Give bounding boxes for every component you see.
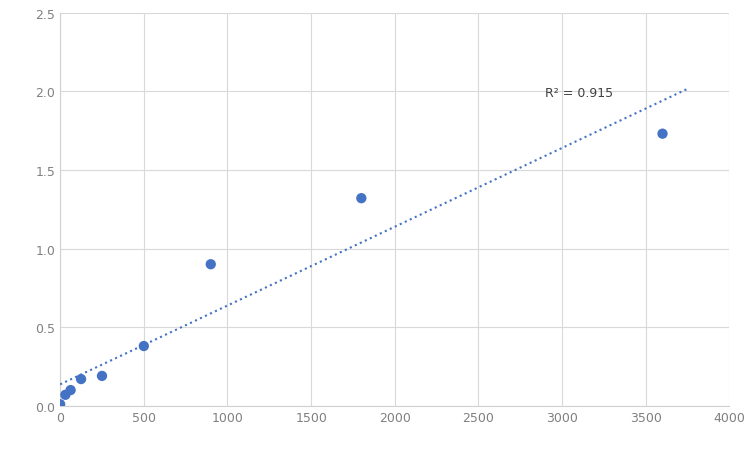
Point (205, 261, 217, 268)
Point (656, 131, 669, 138)
Point (75, 376, 87, 383)
Point (96, 373, 108, 380)
Point (138, 343, 150, 350)
Text: R² = 0.915: R² = 0.915 (545, 87, 614, 100)
Point (59, 391, 71, 399)
Point (65, 387, 77, 394)
Point (355, 195, 367, 202)
Point (54, 401, 66, 408)
